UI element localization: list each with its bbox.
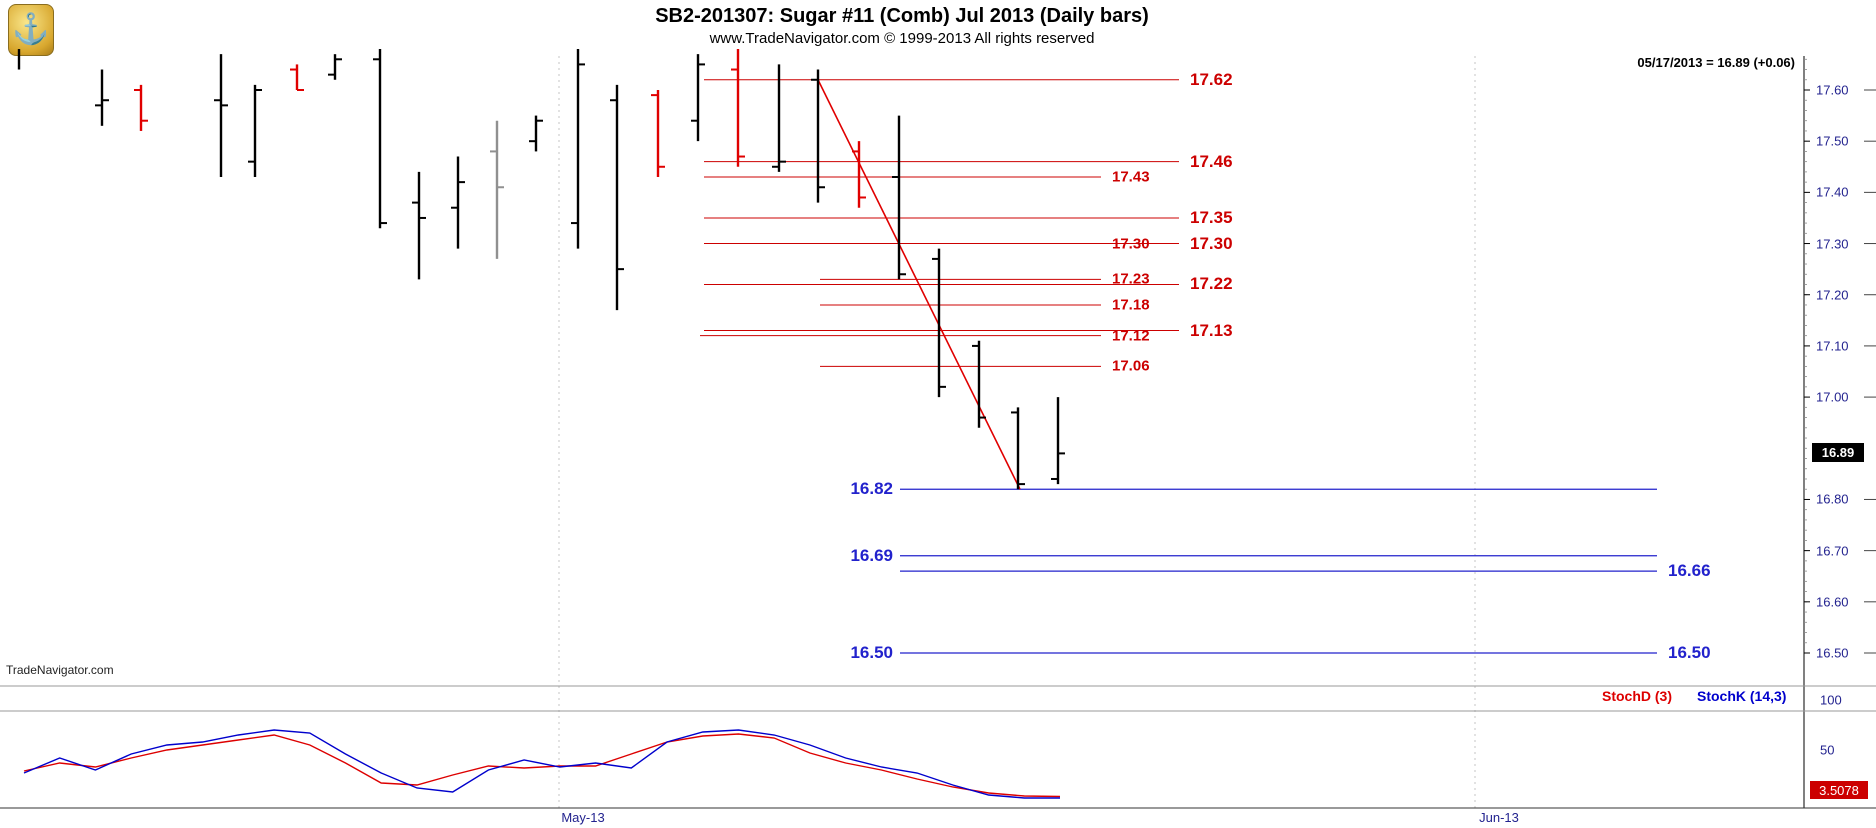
last-price-box: 16.89 [1812,443,1864,462]
anchor-icon: ⚓ [12,13,50,46]
copyright-line: www.TradeNavigator.com © 1999-2013 All r… [709,30,1095,47]
stochd-legend[interactable]: StochD (3) [1602,688,1672,704]
stochd-line [23,733,1061,798]
stochk-legend[interactable]: StochK (14,3) [1697,688,1787,704]
watermark: TradeNavigator.com [6,663,114,677]
stoch-value-box: 3.5078 [1810,781,1868,799]
stoch-axis-50: 50 [1820,742,1835,758]
app-logo: ⚓ [8,4,54,56]
stoch-axis-100: 100 [1820,692,1842,708]
chart-title: SB2-201307: Sugar #11 (Comb) Jul 2013 (D… [655,5,1149,27]
last-quote: 05/17/2013 = 16.89 (+0.06) [1637,55,1795,70]
stochk-line [23,729,1060,799]
trendline [817,79,1021,490]
